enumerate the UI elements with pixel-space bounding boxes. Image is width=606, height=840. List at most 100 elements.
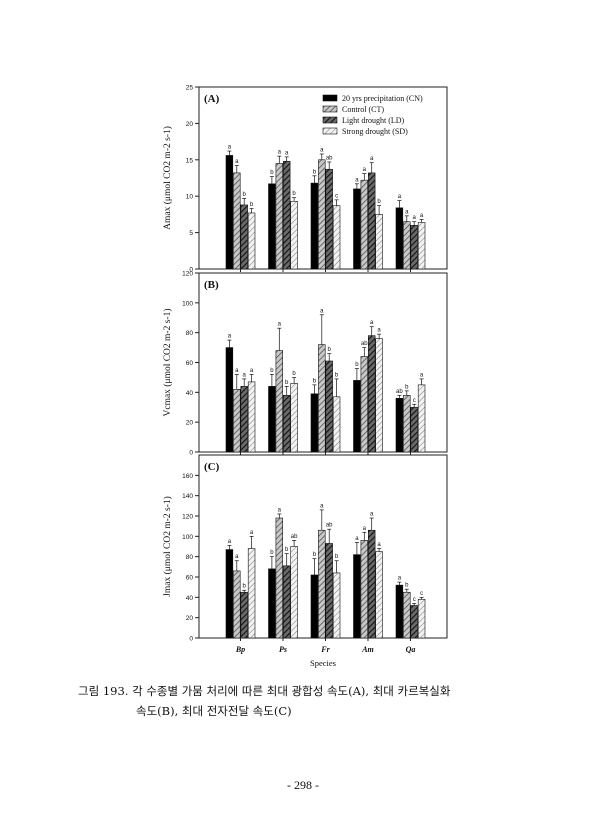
panel-label: (B) (204, 279, 219, 291)
bar-Ps-s1 (275, 163, 283, 270)
bar-Ps-s2 (282, 565, 291, 639)
bar-Ps-s1 (275, 350, 283, 453)
bar-Am-s3 (375, 551, 383, 639)
category-label: Qa (406, 645, 416, 654)
bar-Ps-s3 (290, 200, 298, 270)
significance-letter: a (398, 576, 402, 582)
significance-letter: a (363, 167, 367, 173)
bar-Fr-s1 (318, 529, 326, 639)
bar-Am-s2 (367, 172, 376, 270)
y-tick-label: 0 (189, 267, 193, 274)
bar-Qa-s2 (410, 225, 418, 270)
page-number: - 298 - (287, 778, 319, 792)
bar-Qa-s0 (395, 207, 404, 270)
bar-Bp-s0 (225, 347, 234, 453)
y-tick-label: 80 (186, 554, 194, 561)
bar-Fr-s0 (310, 393, 319, 453)
significance-letter: a (420, 213, 424, 219)
bar-Fr-s2 (325, 543, 333, 639)
bar-Qa-s0 (395, 584, 404, 639)
bar-Am-s3 (375, 214, 383, 270)
chart-panel-2: 0 20 40 60 80 100 120 (B) Vcmax (μmol CO2 m-2 s-… (162, 271, 448, 457)
y-tick-label: 40 (186, 595, 194, 602)
significance-letter: b (292, 371, 296, 377)
bar-Qa-s1 (403, 591, 411, 639)
bar-Ps-s0 (268, 568, 276, 639)
figure-caption: 그림 193. 각 수종별 가뭄 처리에 따른 최대 광합성 속도(A), 최대… (78, 681, 558, 721)
significance-letter: b (405, 583, 409, 589)
significance-letter: b (313, 552, 317, 558)
y-tick-label: 10 (186, 194, 194, 201)
bar-Ps-s2 (282, 160, 291, 270)
bar-Fr-s2 (325, 360, 333, 453)
significance-letter: a (370, 320, 374, 326)
bar-Bp-s3 (247, 548, 256, 639)
legend-entry: Strong drought (SD) (342, 127, 408, 136)
bar-Am-s3 (375, 338, 383, 453)
bar-Am-s1 (360, 356, 368, 453)
y-tick-label: 5 (189, 230, 193, 237)
significance-letter: c (413, 398, 416, 404)
significance-letter: b (405, 384, 409, 390)
bar-Qa-s0 (395, 397, 404, 453)
legend-entry: Control (CT) (342, 105, 384, 114)
panel-label: (C) (204, 461, 220, 473)
bar-Am-s0 (353, 188, 361, 270)
significance-letter: b (270, 170, 274, 176)
significance-letter: b (335, 554, 339, 560)
significance-letter: a (363, 526, 367, 532)
significance-letter: c (335, 193, 338, 199)
y-tick-label: 100 (182, 534, 193, 541)
significance-letter: a (377, 542, 381, 548)
y-axis-label: Jmax (μmol CO2 m-2 s-1) (162, 496, 173, 597)
significance-letter: a (278, 507, 282, 513)
significance-letter: a (278, 322, 282, 328)
y-tick-label: 15 (186, 157, 194, 164)
y-tick-label: 100 (182, 300, 193, 307)
y-tick-label: 120 (182, 514, 193, 521)
significance-letter: b (355, 362, 359, 368)
caption-line-1: 그림 193. 각 수종별 가뭄 처리에 따른 최대 광합성 속도(A), 최대… (78, 684, 451, 698)
significance-letter: a (320, 147, 324, 153)
bar-Qa-s1 (403, 395, 411, 453)
bar-Am-s2 (367, 529, 376, 639)
y-tick-label: 160 (182, 473, 193, 480)
y-tick-label: 20 (186, 615, 194, 622)
y-axis-label: Amax (μmol CO2 m-2 s-1) (162, 126, 173, 230)
significance-letter: b (285, 380, 289, 386)
category-label: Bp (235, 645, 245, 654)
significance-letter: b (243, 584, 247, 590)
caption-line-2: 속도(B), 최대 전자전달 속도(C) (136, 704, 292, 718)
significance-letter: a (413, 215, 417, 221)
significance-letter: b (313, 169, 317, 175)
y-tick-label: 140 (182, 493, 193, 500)
legend-swatch (322, 105, 338, 113)
y-tick-label: 120 (182, 271, 193, 278)
significance-letter: ab (361, 341, 368, 347)
bar-Fr-s2 (325, 168, 333, 270)
bar-Ps-s2 (282, 395, 291, 453)
significance-letter: a (235, 368, 239, 374)
significance-letter: c (420, 591, 423, 597)
significance-letter: a (355, 177, 359, 183)
significance-letter: a (320, 308, 324, 314)
bar-Fr-s1 (318, 159, 326, 270)
bar-Bp-s3 (247, 381, 256, 453)
significance-letter: a (377, 328, 381, 334)
significance-letter: a (405, 209, 409, 215)
significance-letter: a (250, 368, 254, 374)
bar-Qa-s3 (417, 599, 426, 639)
significance-letter: a (420, 372, 424, 378)
significance-letter: a (285, 150, 289, 156)
y-tick-label: 40 (186, 390, 194, 397)
bar-Am-s1 (360, 540, 368, 639)
bar-Fr-s3 (332, 396, 341, 453)
y-tick-label: 20 (186, 121, 194, 128)
significance-letter: b (328, 347, 332, 353)
significance-letter: a (243, 372, 247, 378)
bar-Qa-s3 (417, 384, 426, 453)
bar-Bp-s1 (233, 172, 241, 270)
category-label: Ps (279, 645, 287, 654)
significance-letter: a (228, 334, 232, 340)
